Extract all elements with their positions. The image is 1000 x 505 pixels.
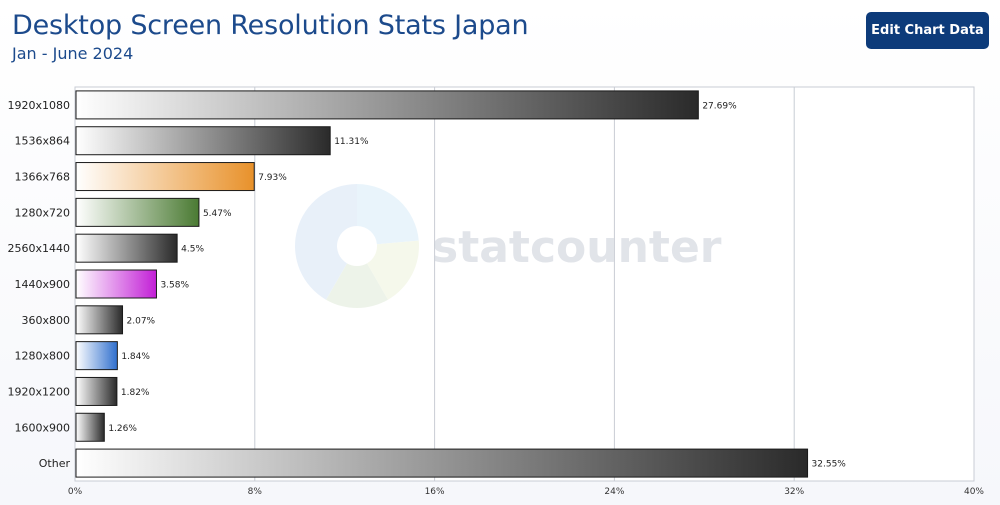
category-label: 1920x1200 [8,385,71,398]
bar [75,197,200,227]
statcounter-watermark: statcounter [295,184,722,308]
value-label: 1.26% [108,424,137,434]
edit-chart-data-button[interactable]: Edit Chart Data [866,12,989,49]
bar [75,126,331,156]
value-label: 5.47% [203,209,232,219]
x-tick-label: 24% [604,487,624,497]
x-tick-label: 32% [784,487,804,497]
value-label: 7.93% [258,173,287,183]
bar [75,269,157,299]
bar [75,233,178,263]
category-label: 1366x768 [15,171,71,184]
x-tick-label: 0% [68,487,83,497]
category-label: 1280x720 [15,206,71,219]
category-label: 1280x800 [15,350,71,363]
category-label: 360x800 [21,314,70,327]
bar [75,376,118,406]
chart-title: Desktop Screen Resolution Stats Japan [12,10,529,41]
value-label: 1.82% [121,388,150,398]
bar [75,448,809,478]
category-label: Other [39,457,71,470]
value-label: 11.31% [334,137,369,147]
value-label: 1.84% [121,352,150,362]
value-label: 3.58% [160,281,189,291]
value-label: 4.5% [181,245,204,255]
category-label: 1600x900 [15,421,71,434]
value-label: 32.55% [812,460,847,470]
x-tick-label: 40% [964,487,984,497]
bar [75,341,118,371]
watermark-text: statcounter [432,222,722,273]
x-tick-label: 8% [248,487,263,497]
x-tick-label: 16% [425,487,445,497]
bar [75,162,255,192]
chart-subtitle: Jan - June 2024 [12,44,134,63]
bar [75,90,699,120]
bar [75,412,105,442]
category-label: 1440x900 [15,278,71,291]
category-label: 1920x1080 [8,99,71,112]
category-label: 1536x864 [15,135,71,148]
category-label: 2560x1440 [8,242,71,255]
bar [75,305,124,335]
value-label: 27.69% [702,101,737,111]
value-label: 2.07% [127,316,156,326]
